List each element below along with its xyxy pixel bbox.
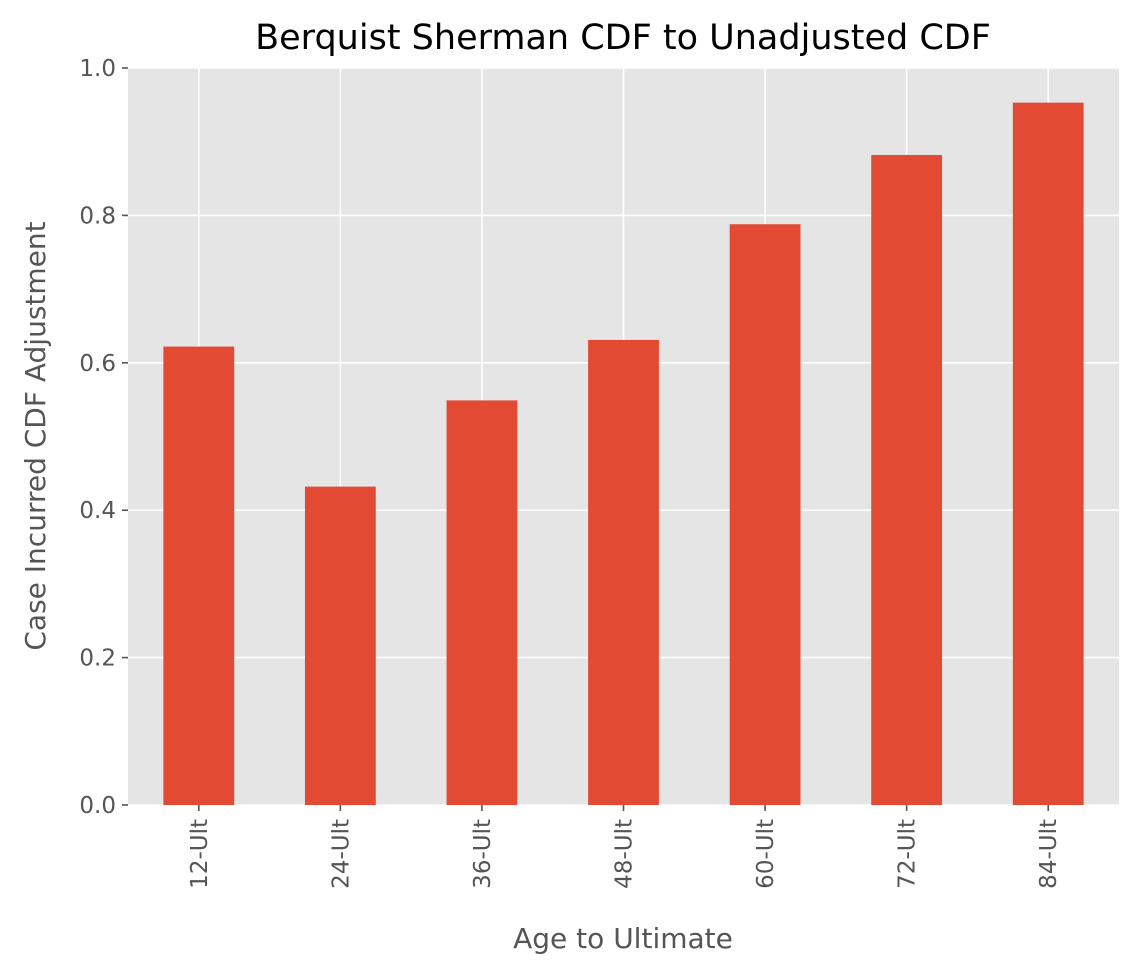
y-tick-label: 0.6	[79, 351, 116, 377]
x-tick-label: 24-Ult	[328, 819, 354, 889]
chart-title: Berquist Sherman CDF to Unadjusted CDF	[255, 18, 991, 58]
x-axis-ticks: 12-Ult 24-Ult 36-Ult 48-Ult 60-Ult 72-Ult 84-U…	[187, 805, 1062, 889]
y-tick-label: 0.2	[79, 646, 116, 672]
x-tick-label: 12-Ult	[187, 819, 213, 889]
x-tick-label: 72-Ult	[895, 819, 921, 889]
x-tick-label: 36-Ult	[470, 819, 496, 889]
bar-24-ult	[304, 486, 376, 805]
y-axis-ticks: 0.0 0.2 0.4 0.6 0.8 1.0	[79, 56, 128, 819]
bar-48-ult	[588, 339, 659, 805]
x-axis-label: Age to Ultimate	[513, 922, 733, 955]
bar-60-ult	[729, 224, 801, 805]
x-tick-label: 48-Ult	[612, 819, 638, 889]
bar-12-ult	[163, 346, 235, 805]
x-tick-label: 60-Ult	[753, 819, 779, 889]
y-axis-label: Case Incurred CDF Adjustment	[19, 221, 52, 650]
bar-36-ult	[446, 400, 518, 805]
x-tick-label: 84-Ult	[1036, 819, 1062, 889]
y-tick-label: 0.8	[79, 203, 116, 229]
bar-84-ult	[1012, 102, 1084, 806]
y-tick-label: 0.4	[79, 498, 116, 524]
bars	[163, 102, 1084, 806]
y-tick-label: 0.0	[79, 793, 116, 819]
y-tick-label: 1.0	[79, 56, 116, 82]
bar-72-ult	[871, 154, 943, 805]
